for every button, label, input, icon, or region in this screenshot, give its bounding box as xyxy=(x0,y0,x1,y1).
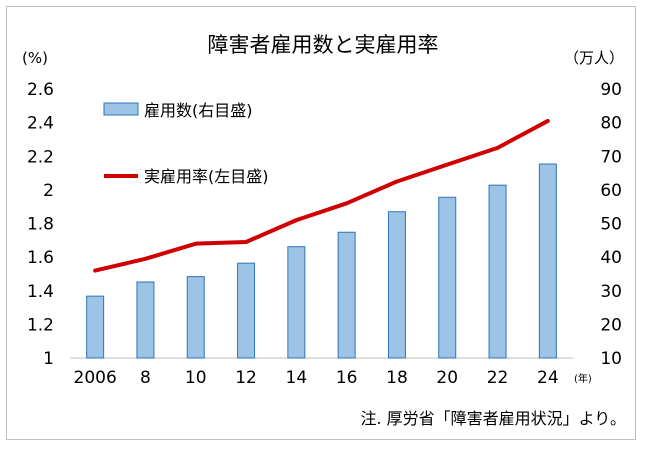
right-tick-label: 40 xyxy=(600,248,622,268)
legend: 雇用数(右目盛) 実雇用率(左目盛) xyxy=(103,101,269,186)
left-tick-label: 2.6 xyxy=(27,80,54,100)
bar xyxy=(86,295,105,359)
bar xyxy=(237,262,256,359)
chart-title: 障害者雇用数と実雇用率 xyxy=(208,33,439,57)
left-tick-label: 1.4 xyxy=(27,282,54,302)
legend-bar-swatch xyxy=(103,102,139,116)
bar xyxy=(287,246,306,359)
left-axis-unit: (%) xyxy=(22,49,48,67)
left-tick-label: 1 xyxy=(43,349,54,369)
right-tick-label: 50 xyxy=(600,215,622,235)
x-tick-label: 20 xyxy=(436,368,458,388)
left-tick-label: 2.2 xyxy=(27,147,54,167)
left-tick-label: 1.2 xyxy=(27,315,54,335)
right-tick-label: 60 xyxy=(600,181,622,201)
rate-line xyxy=(93,118,550,273)
x-tick-label: 10 xyxy=(185,368,207,388)
x-tick-label: 12 xyxy=(235,368,257,388)
right-tick-label: 80 xyxy=(600,114,622,134)
bar-series xyxy=(86,163,557,359)
bar xyxy=(337,231,356,359)
bar xyxy=(136,281,155,359)
axes: 1 1.2 1.4 1.6 1.8 2 2.2 2.4 2.6 10 20 30 40 50 60 70 80 9… xyxy=(27,80,622,388)
chart-frame xyxy=(6,6,636,440)
right-tick-label: 20 xyxy=(600,315,622,335)
right-tick-label: 10 xyxy=(600,349,622,369)
bar xyxy=(538,163,557,359)
right-axis-unit: （万人） xyxy=(564,49,624,67)
legend-line-label: 実雇用率(左目盛) xyxy=(144,167,269,186)
x-tick-label: 16 xyxy=(336,368,358,388)
right-tick-label: 70 xyxy=(600,147,622,167)
x-tick-label: 14 xyxy=(286,368,308,388)
bar xyxy=(438,196,457,359)
x-tick-label: 22 xyxy=(487,368,509,388)
bar xyxy=(186,276,205,359)
line-series xyxy=(93,118,550,273)
x-tick-label: 24 xyxy=(537,368,559,388)
x-tick-label: 8 xyxy=(140,368,151,388)
right-tick-label: 90 xyxy=(600,80,622,100)
x-tick-label: 2006 xyxy=(74,368,117,388)
x-tick-label: 18 xyxy=(386,368,408,388)
legend-bar-label: 雇用数(右目盛) xyxy=(144,101,253,120)
x-axis-unit: (年) xyxy=(574,372,592,385)
left-tick-label: 2.4 xyxy=(27,114,54,134)
source-note: 注. 厚労省「障害者雇用状況」より。 xyxy=(360,409,626,428)
right-tick-label: 30 xyxy=(600,282,622,302)
left-tick-label: 2 xyxy=(43,181,54,201)
left-tick-label: 1.8 xyxy=(27,215,54,235)
bar xyxy=(488,184,507,359)
left-tick-label: 1.6 xyxy=(27,248,54,268)
bar xyxy=(387,211,406,359)
